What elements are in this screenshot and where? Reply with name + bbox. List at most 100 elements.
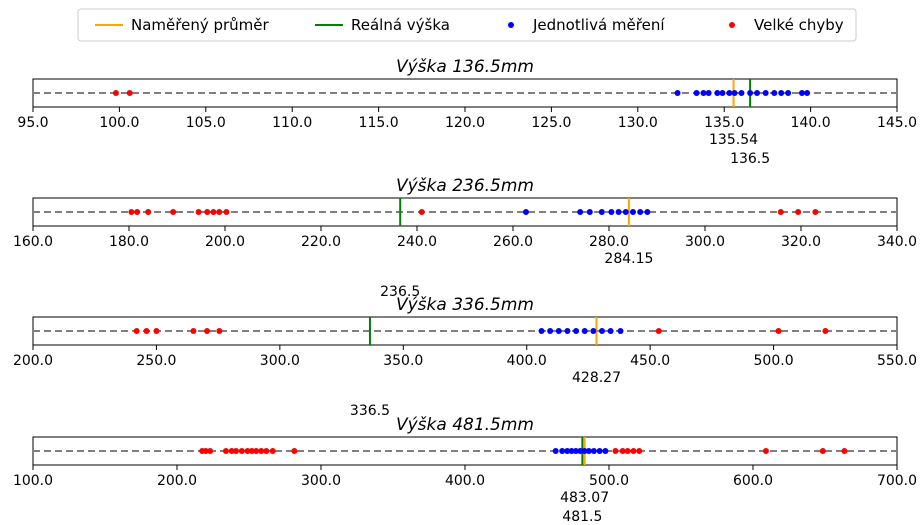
real-value-label: 481.5 [562, 509, 602, 525]
x-tick-label: 350.0 [383, 353, 423, 369]
single-measurement-point [615, 209, 622, 215]
error-point [630, 448, 637, 454]
mean-value-label: 428.27 [572, 370, 621, 386]
x-tick-label: 145.0 [877, 115, 917, 131]
single-measurement-point [630, 209, 636, 215]
single-measurement-point [577, 448, 584, 454]
error-point [795, 209, 802, 215]
panel-title: Výška 236.5mm [396, 176, 534, 196]
single-measurement-point [538, 328, 545, 334]
x-tick-label: 500.0 [754, 353, 794, 369]
error-point [624, 448, 631, 454]
single-measurement-point [719, 90, 726, 96]
error-point [258, 448, 265, 454]
x-tick-label: 135.0 [704, 115, 744, 131]
error-point [204, 328, 211, 334]
panel-title: Výška 481.5mm [396, 415, 534, 435]
error-point [263, 448, 270, 454]
error-point [134, 209, 141, 215]
single-measurement-point [617, 328, 624, 334]
panel-1: Výška 136.5mm 95.0 100.0 105.0 110.0 115.0 120… [17, 57, 917, 167]
x-tick-label: 240.0 [397, 234, 437, 250]
legend-label-real: Reálná výška [351, 16, 450, 34]
single-measurement-point [581, 328, 588, 334]
single-measurement-point [555, 328, 562, 334]
x-tick-label: 140.0 [791, 115, 831, 131]
legend-box [77, 8, 857, 42]
x-tick-label: 280.0 [589, 234, 629, 250]
single-measurement-point [564, 328, 571, 334]
single-measurement-point [726, 90, 733, 96]
error-point [216, 209, 223, 215]
panel-title: Výška 336.5mm [396, 295, 534, 315]
single-measurement-point [714, 90, 721, 96]
error-point [777, 209, 784, 215]
error-point [216, 328, 223, 334]
legend: Naměřený průměr Reálná výška Jednotlivá mě… [77, 8, 857, 42]
real-value-label: 236.5 [380, 284, 420, 300]
x-tick-label: 200.0 [13, 353, 53, 369]
single-measurement-point [705, 90, 712, 96]
error-point [145, 209, 152, 215]
error-point [153, 328, 160, 334]
x-tick-label: 550.0 [877, 353, 917, 369]
x-tick-label: 115.0 [359, 115, 399, 131]
single-measurement-point [778, 90, 785, 96]
error-point [143, 328, 150, 334]
legend-marker-single [508, 22, 514, 28]
error-point [128, 209, 135, 215]
error-point [222, 448, 229, 454]
single-measurement-point [585, 448, 592, 454]
x-tick-label: 300.0 [260, 353, 300, 369]
single-measurement-point [599, 328, 606, 334]
single-measurement-point [798, 90, 805, 96]
error-point [195, 209, 202, 215]
single-measurement-point [754, 90, 761, 96]
single-measurement-point [590, 448, 597, 454]
error-point [202, 448, 209, 454]
x-tick-label: 400.0 [445, 473, 485, 489]
panel-2: Výška 236.5mm 160.0 180.0 200.0 220.0 240.0 26… [13, 176, 917, 300]
x-tick-label: 200.0 [157, 473, 197, 489]
x-tick-label: 300.0 [301, 473, 341, 489]
x-tick-label: 110.0 [272, 115, 312, 131]
single-measurement-point [731, 90, 738, 96]
x-tick-label: 600.0 [733, 473, 773, 489]
x-tick-label: 160.0 [13, 234, 53, 250]
single-measurement-point [674, 90, 681, 96]
x-tick-label: 700.0 [877, 473, 917, 489]
error-point [655, 328, 662, 334]
error-point [819, 448, 826, 454]
legend-label-mean: Naměřený průměr [131, 16, 270, 34]
x-tick-label: 260.0 [493, 234, 533, 250]
single-measurement-point [573, 328, 580, 334]
single-measurement-point [568, 448, 575, 454]
error-point [207, 448, 214, 454]
error-point [619, 448, 626, 454]
real-value-label: 336.5 [350, 403, 390, 419]
x-tick-label: 450.0 [630, 353, 670, 369]
single-measurement-point [552, 448, 559, 454]
error-point [133, 328, 140, 334]
error-point [190, 328, 197, 334]
single-measurement-point [644, 209, 651, 215]
single-measurement-point [564, 448, 571, 454]
x-tick-label: 400.0 [507, 353, 547, 369]
single-measurement-point [581, 448, 588, 454]
x-tick-label: 120.0 [445, 115, 485, 131]
x-tick-label: 320.0 [781, 234, 821, 250]
x-tick-label: 250.0 [136, 353, 176, 369]
error-point [223, 209, 230, 215]
error-point [210, 209, 217, 215]
mean-value-label: 483.07 [560, 490, 609, 506]
single-measurement-point [637, 209, 644, 215]
error-point [291, 448, 298, 454]
single-measurement-point [738, 90, 745, 96]
x-tick-label: 105.0 [186, 115, 226, 131]
error-point [126, 90, 133, 96]
single-measurement-point [522, 209, 529, 215]
error-point [612, 448, 619, 454]
panels: Výška 136.5mm 95.0 100.0 105.0 110.0 115.0 120… [13, 57, 917, 525]
x-tick-label: 95.0 [17, 115, 48, 131]
